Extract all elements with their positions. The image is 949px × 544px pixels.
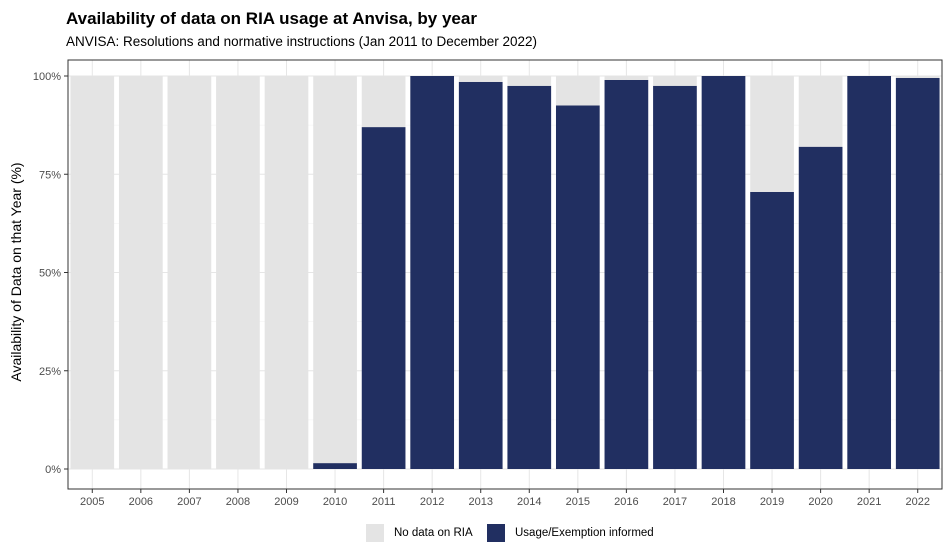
bar-no-data-2005 bbox=[70, 76, 115, 469]
x-tick-label: 2021 bbox=[857, 496, 881, 508]
bar-usage-2012 bbox=[410, 76, 455, 469]
legend-item-usage: Usage/Exemption informed bbox=[487, 524, 654, 542]
legend-key-usage bbox=[487, 524, 505, 542]
x-tick-label: 2017 bbox=[663, 496, 687, 508]
x-tick-label: 2019 bbox=[760, 496, 784, 508]
bar-no-data-2014 bbox=[507, 76, 552, 86]
y-tick-label: 0% bbox=[45, 464, 61, 476]
x-tick-label: 2020 bbox=[808, 496, 832, 508]
x-tick-label: 2013 bbox=[468, 496, 492, 508]
bar-no-data-2008 bbox=[216, 76, 260, 469]
bar-usage-2019 bbox=[750, 191, 794, 469]
x-tick-label: 2008 bbox=[226, 496, 250, 508]
bar-no-data-2022 bbox=[895, 76, 940, 78]
x-tick-label: 2009 bbox=[274, 496, 298, 508]
bar-usage-2017 bbox=[653, 85, 697, 469]
y-tick-label: 100% bbox=[33, 71, 61, 83]
x-tick-label: 2005 bbox=[80, 496, 104, 508]
bar-no-data-2015 bbox=[555, 76, 600, 106]
bar-usage-2013 bbox=[458, 81, 503, 470]
legend-label-usage: Usage/Exemption informed bbox=[515, 527, 654, 539]
bar-no-data-2007 bbox=[167, 76, 212, 469]
y-axis: 0% 25% 50% 75% 100% bbox=[33, 71, 68, 476]
x-tick-label: 2015 bbox=[566, 496, 590, 508]
bar-no-data-2013 bbox=[458, 76, 503, 82]
y-tick-label: 50% bbox=[39, 268, 61, 280]
x-tick-label: 2014 bbox=[517, 496, 541, 508]
plot-panel-border bbox=[67, 59, 943, 490]
legend-item-no-data: No data on RIA bbox=[366, 524, 473, 542]
y-tick-label: 75% bbox=[39, 169, 61, 181]
bar-no-data-2009 bbox=[264, 76, 309, 469]
x-tick-label: 2011 bbox=[372, 496, 396, 508]
bar-usage-2018 bbox=[701, 76, 746, 469]
chart-subtitle: ANVISA: Resolutions and normative instru… bbox=[66, 34, 537, 49]
x-tick-label: 2018 bbox=[711, 496, 735, 508]
x-tick-label: 2006 bbox=[129, 496, 153, 508]
bar-no-data-2010 bbox=[313, 76, 357, 464]
x-tick-label: 2022 bbox=[905, 496, 929, 508]
x-tick-label: 2010 bbox=[323, 496, 347, 508]
legend-key-no-data bbox=[366, 524, 384, 542]
bar-no-data-2011 bbox=[361, 76, 406, 128]
bar-no-data-2016 bbox=[604, 76, 649, 80]
y-tick-label: 25% bbox=[39, 366, 61, 378]
legend: No data on RIA Usage/Exemption informed bbox=[0, 524, 949, 544]
chart-title: Availability of data on RIA usage at Anv… bbox=[66, 9, 477, 28]
legend-label-no-data: No data on RIA bbox=[394, 527, 473, 539]
bar-no-data-2017 bbox=[653, 76, 697, 86]
x-axis: 2005 2006 2007 2008 2009 2010 2011 2012 2013 2014… bbox=[80, 489, 930, 508]
x-tick-label: 2007 bbox=[177, 496, 201, 508]
bar-usage-2021 bbox=[847, 76, 892, 469]
bar-usage-2016 bbox=[604, 79, 649, 470]
bar-no-data-2006 bbox=[118, 76, 163, 469]
bar-usage-2022 bbox=[895, 77, 940, 469]
bar-no-data-2020 bbox=[798, 76, 843, 147]
bar-usage-2015 bbox=[555, 105, 600, 469]
bar-usage-2020 bbox=[798, 146, 843, 470]
bar-usage-2014 bbox=[507, 85, 552, 469]
x-tick-label: 2012 bbox=[420, 496, 444, 508]
bars bbox=[70, 76, 940, 470]
bar-usage-2011 bbox=[361, 127, 406, 469]
x-tick-label: 2016 bbox=[614, 496, 638, 508]
bar-usage-2010 bbox=[313, 463, 357, 469]
bar-no-data-2019 bbox=[750, 76, 794, 192]
